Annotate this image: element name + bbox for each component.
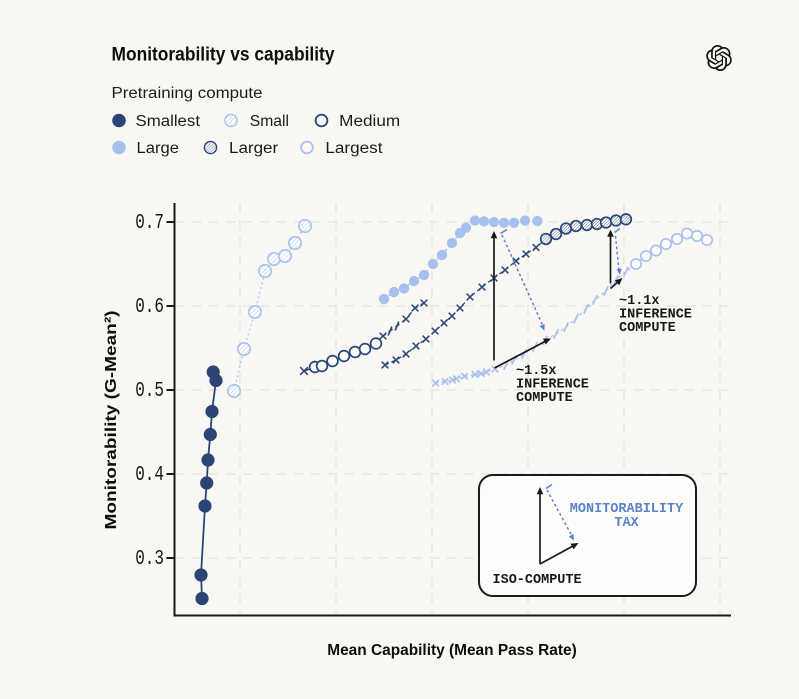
svg-text:INFERENCE: INFERENCE bbox=[619, 308, 692, 323]
svg-text:0.5: 0.5 bbox=[135, 379, 164, 403]
svg-text:TAX: TAX bbox=[614, 516, 639, 531]
svg-text:0.7: 0.7 bbox=[135, 211, 164, 235]
svg-text:Mean Capability (Mean Pass Rat: Mean Capability (Mean Pass Rate) bbox=[327, 642, 577, 659]
svg-text:Monitorability (G-Mean²): Monitorability (G-Mean²) bbox=[103, 311, 120, 530]
svg-text:Larger: Larger bbox=[229, 140, 278, 157]
svg-text:COMPUTE: COMPUTE bbox=[516, 391, 573, 406]
svg-text:Medium: Medium bbox=[339, 113, 400, 130]
svg-text:0.4: 0.4 bbox=[135, 463, 164, 487]
svg-text:Monitorability vs capability: Monitorability vs capability bbox=[112, 44, 335, 66]
svg-text:Small: Small bbox=[250, 113, 289, 130]
svg-text:~1.1x: ~1.1x bbox=[619, 294, 660, 309]
svg-text:~1.5x: ~1.5x bbox=[516, 364, 557, 379]
svg-text:Pretraining compute: Pretraining compute bbox=[112, 85, 263, 102]
svg-text:MONITORABILITY: MONITORABILITY bbox=[570, 502, 684, 517]
svg-text:COMPUTE: COMPUTE bbox=[619, 321, 676, 336]
svg-text:Smallest: Smallest bbox=[136, 113, 201, 130]
svg-text:Large: Large bbox=[137, 140, 180, 157]
svg-text:0.6: 0.6 bbox=[135, 295, 164, 319]
svg-text:0.3: 0.3 bbox=[135, 547, 164, 571]
svg-text:ISO-COMPUTE: ISO-COMPUTE bbox=[493, 573, 582, 588]
svg-text:INFERENCE: INFERENCE bbox=[516, 378, 589, 393]
svg-text:Largest: Largest bbox=[325, 140, 383, 157]
